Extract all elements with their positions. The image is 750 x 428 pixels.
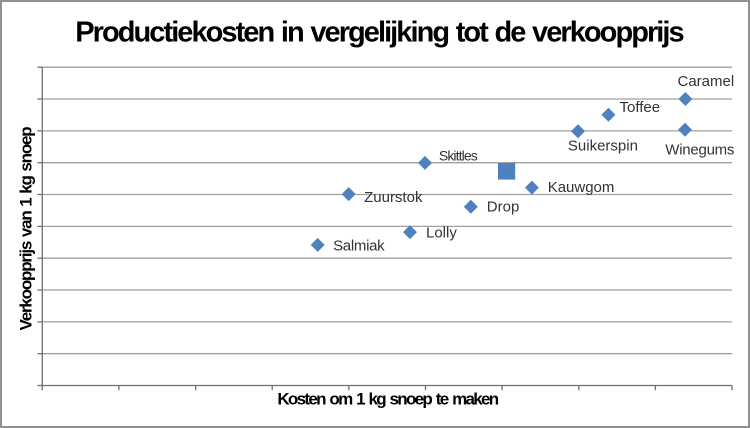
svg-text:Salmiak: Salmiak <box>333 238 385 255</box>
svg-text:Toffee: Toffee <box>620 99 661 116</box>
svg-text:Kauwgom: Kauwgom <box>548 179 615 196</box>
svg-text:Lolly: Lolly <box>426 224 457 241</box>
svg-text:Suikerspin: Suikerspin <box>568 138 638 155</box>
svg-text:Caramel: Caramel <box>678 73 735 90</box>
svg-text:Winegums: Winegums <box>665 141 734 158</box>
svg-text:Drop: Drop <box>487 199 520 216</box>
svg-text:Productiekosten in vergelijkin: Productiekosten in vergelijking tot de v… <box>75 17 683 49</box>
svg-text:Verkoopprijs van 1 kg snoep: Verkoopprijs van 1 kg snoep <box>17 127 36 331</box>
svg-text:Kosten om 1 kg snoep te maken: Kosten om 1 kg snoep te maken <box>277 389 498 408</box>
svg-text:Zuurstok: Zuurstok <box>364 189 423 206</box>
svg-text:Skittles: Skittles <box>439 147 478 163</box>
